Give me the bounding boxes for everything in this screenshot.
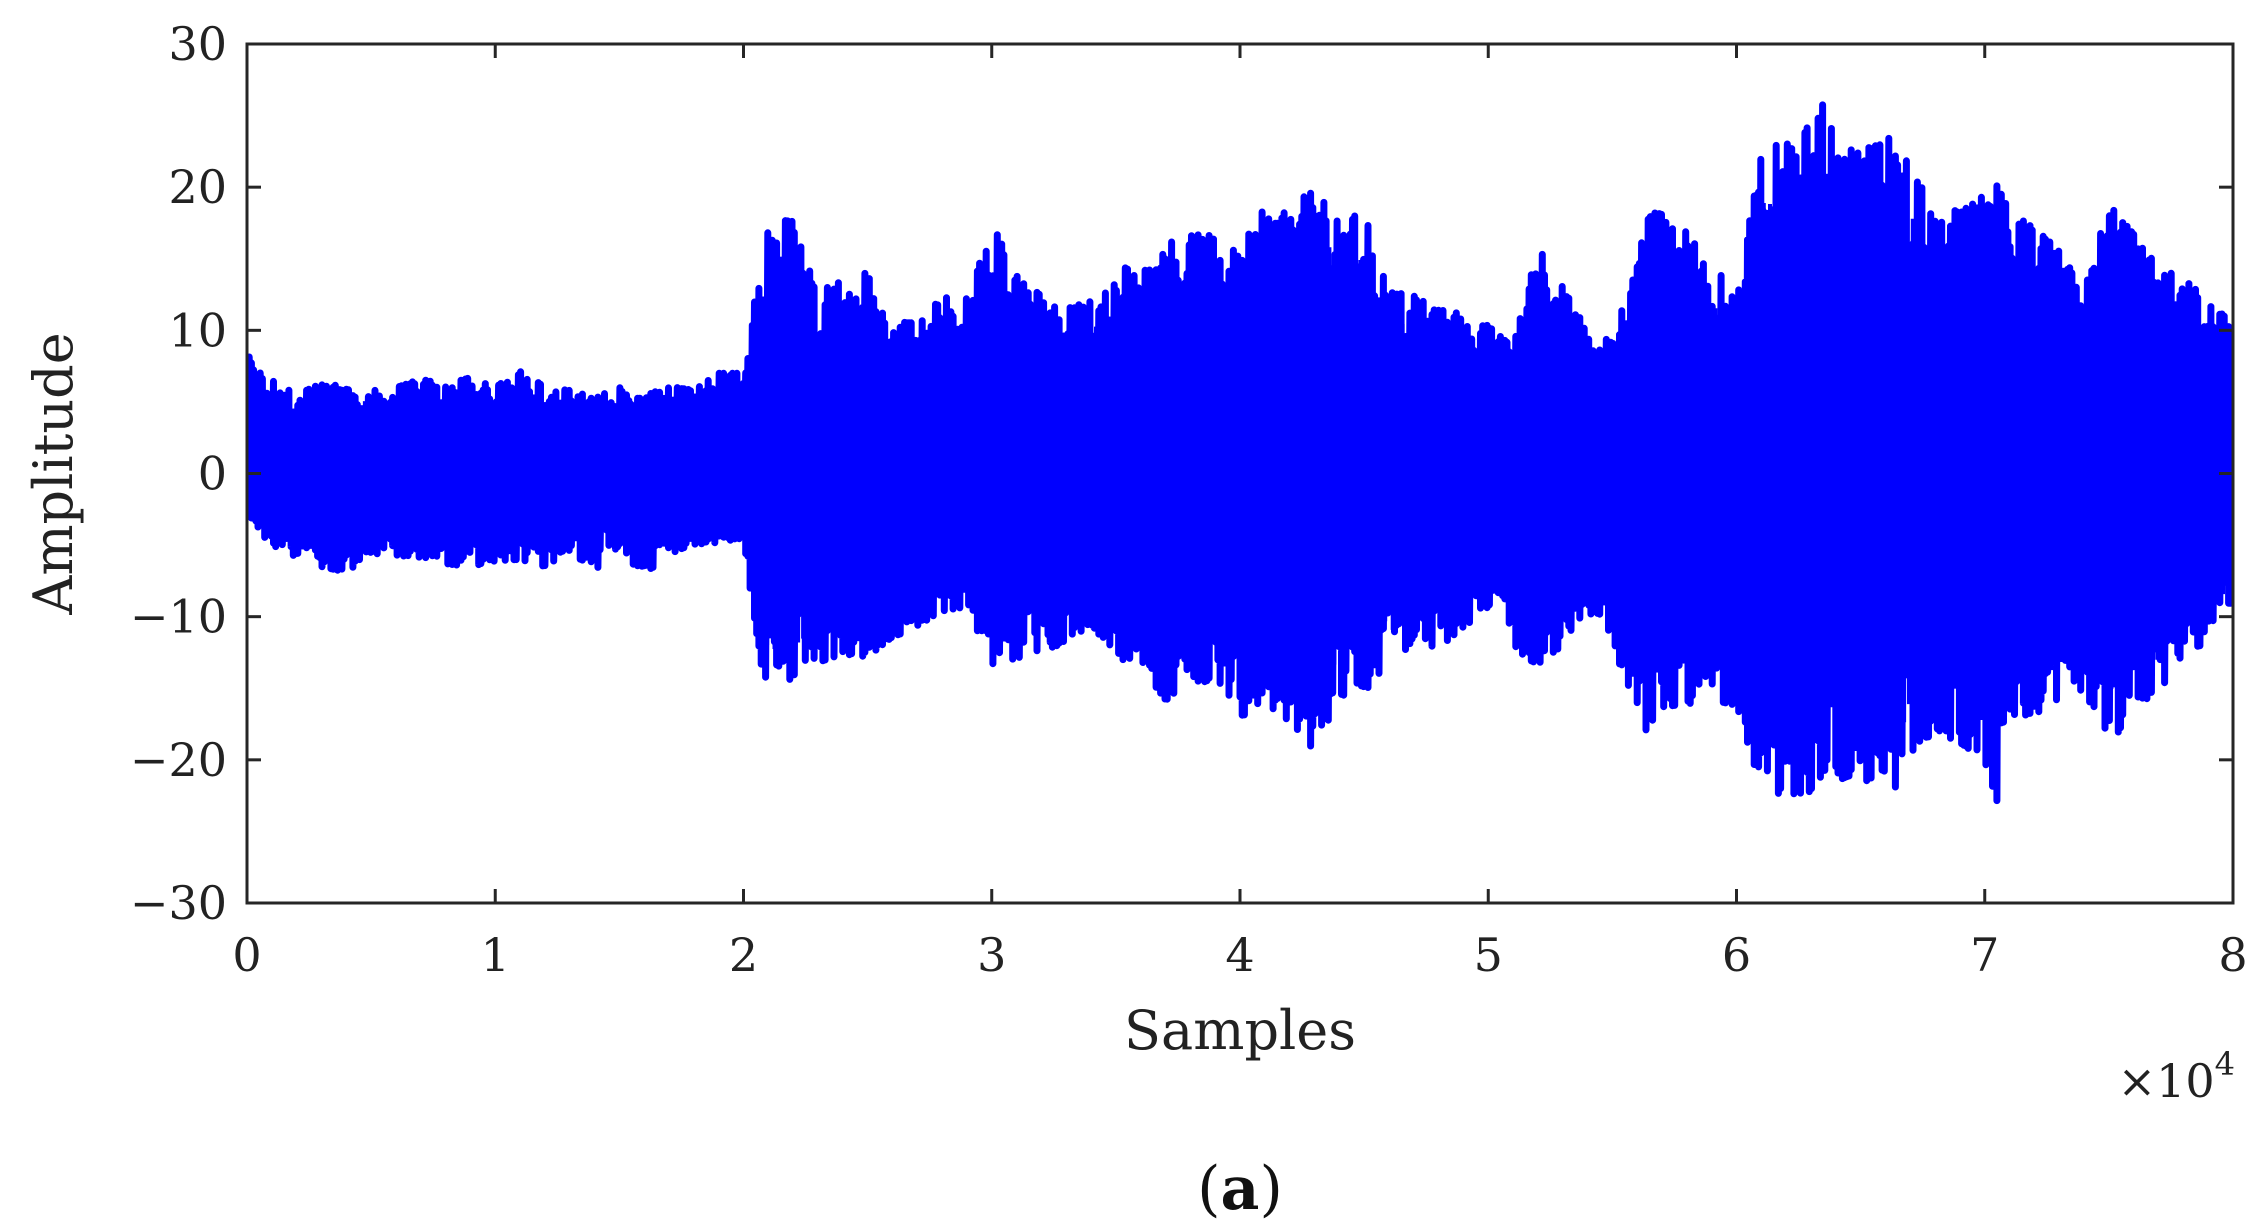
y-tick-label: −30 bbox=[130, 876, 227, 930]
x-axis-label: Samples bbox=[1124, 999, 1356, 1062]
y-axis: 30 20 10 0 −10 −20 −30 bbox=[130, 17, 2233, 930]
x-tick-label: 2 bbox=[729, 928, 758, 982]
x-tick-label: 0 bbox=[232, 928, 261, 982]
y-tick-label: −10 bbox=[130, 590, 227, 644]
y-tick-label: 10 bbox=[168, 303, 227, 357]
x-axis-multiplier: ×104 bbox=[2118, 1045, 2235, 1108]
caption-open-paren: ( bbox=[1197, 1154, 1220, 1222]
x-tick-label: 1 bbox=[481, 928, 510, 982]
caption-close-paren: ) bbox=[1259, 1154, 1282, 1222]
signal-series bbox=[247, 101, 2233, 805]
y-axis-label: Amplitude bbox=[22, 332, 85, 615]
x-tick-label: 8 bbox=[2218, 928, 2247, 982]
y-tick-label: −20 bbox=[130, 733, 227, 787]
x-tick-label: 3 bbox=[977, 928, 1006, 982]
y-tick-label: 30 bbox=[168, 17, 227, 71]
y-tick-label: 0 bbox=[198, 447, 227, 501]
figure-caption: (a) bbox=[1197, 1154, 1283, 1222]
x-tick-label: 4 bbox=[1225, 928, 1254, 982]
signal-core bbox=[247, 179, 2233, 737]
x-tick-label: 7 bbox=[1970, 928, 1999, 982]
x-axis: 0 1 2 3 4 5 6 7 8 bbox=[232, 44, 2248, 982]
caption-letter: a bbox=[1221, 1154, 1260, 1222]
x-tick-label: 6 bbox=[1722, 928, 1751, 982]
x-tick-label: 5 bbox=[1474, 928, 1503, 982]
y-tick-label: 20 bbox=[168, 160, 227, 214]
x-axis-multiplier-base: ×10 bbox=[2118, 1054, 2215, 1108]
x-axis-multiplier-exponent: 4 bbox=[2215, 1045, 2235, 1083]
